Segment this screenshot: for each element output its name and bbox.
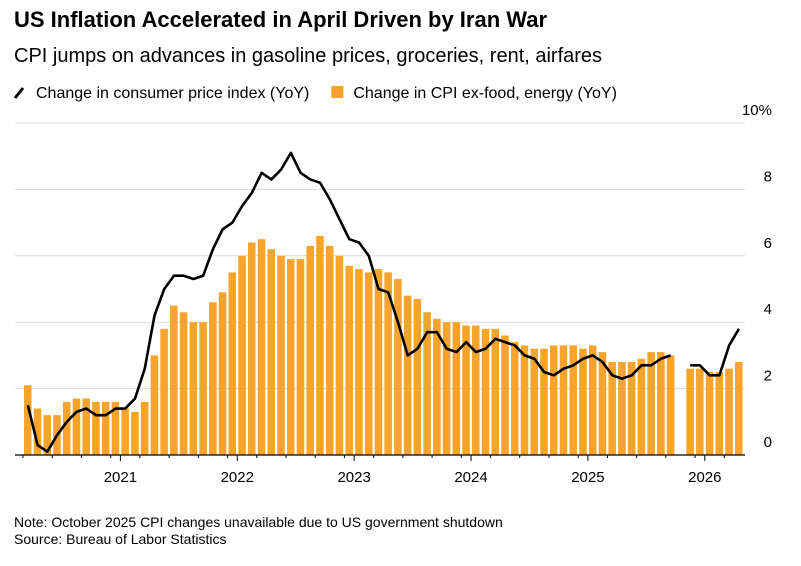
line bbox=[26, 151, 741, 453]
bar bbox=[627, 362, 636, 455]
bar bbox=[238, 255, 246, 455]
bar bbox=[394, 279, 402, 455]
bar bbox=[325, 245, 334, 455]
bar bbox=[267, 249, 276, 455]
y-tick-label: 4 bbox=[764, 301, 772, 318]
bar bbox=[72, 398, 81, 455]
bar bbox=[286, 259, 295, 455]
bar bbox=[131, 411, 139, 455]
bar bbox=[413, 298, 422, 455]
bar bbox=[530, 348, 539, 455]
bar bbox=[92, 401, 100, 455]
bar bbox=[62, 401, 71, 455]
bar bbox=[647, 352, 655, 455]
bar bbox=[618, 362, 626, 455]
legend-label: Change in CPI ex-food, energy (YoY) bbox=[353, 85, 617, 102]
bar bbox=[705, 372, 714, 455]
bar bbox=[384, 272, 392, 455]
bar bbox=[559, 345, 568, 455]
bar bbox=[520, 345, 529, 455]
bar bbox=[598, 352, 607, 455]
bar bbox=[501, 335, 509, 455]
bar bbox=[666, 355, 675, 455]
bar bbox=[43, 415, 52, 455]
legend-line bbox=[13, 87, 25, 99]
y-tick-label: 8 bbox=[764, 168, 772, 185]
bar bbox=[121, 408, 129, 455]
bar bbox=[481, 328, 490, 455]
bar bbox=[101, 401, 110, 455]
bar bbox=[462, 325, 470, 455]
bar bbox=[209, 302, 217, 455]
chart-title: US Inflation Accelerated in April Driven… bbox=[14, 7, 547, 32]
bar bbox=[637, 358, 646, 455]
bar bbox=[549, 345, 558, 455]
bar bbox=[33, 408, 42, 455]
bar bbox=[491, 328, 500, 455]
bar bbox=[140, 401, 149, 455]
legend-swatch bbox=[331, 86, 344, 98]
bar bbox=[472, 325, 480, 455]
bar bbox=[423, 312, 431, 455]
bar bbox=[725, 368, 733, 455]
source: Source: Bureau of Labor Statistics bbox=[14, 531, 226, 547]
y-tick-label: 2 bbox=[764, 368, 772, 385]
bar bbox=[306, 245, 314, 455]
bar bbox=[111, 401, 120, 455]
chart-subtitle: CPI jumps on advances in gasoline prices… bbox=[14, 45, 602, 67]
bar bbox=[248, 242, 256, 455]
bar bbox=[433, 318, 441, 455]
bar bbox=[715, 372, 724, 455]
bar bbox=[335, 255, 344, 455]
x-tick-label: 2026 bbox=[688, 469, 721, 486]
bar bbox=[277, 255, 285, 455]
x-tick-label: 2025 bbox=[571, 469, 604, 486]
bar bbox=[657, 352, 665, 455]
bar bbox=[511, 342, 519, 455]
bar bbox=[579, 348, 587, 455]
bar bbox=[345, 265, 353, 455]
bar bbox=[82, 398, 90, 455]
x-tick-label: 2023 bbox=[337, 469, 370, 486]
bar bbox=[316, 235, 324, 455]
bar bbox=[199, 322, 207, 455]
bar bbox=[24, 385, 32, 455]
bar bbox=[170, 305, 178, 455]
bar bbox=[257, 239, 266, 455]
bar bbox=[150, 355, 159, 455]
bar bbox=[296, 259, 305, 455]
bar bbox=[608, 362, 616, 455]
bar bbox=[374, 269, 383, 455]
x-tick-label: 2022 bbox=[221, 469, 254, 486]
bar bbox=[403, 295, 412, 455]
bar bbox=[588, 345, 597, 455]
bar bbox=[179, 312, 188, 455]
bar bbox=[442, 322, 451, 455]
bar bbox=[452, 322, 461, 455]
y-tick-label: 0 bbox=[764, 434, 772, 451]
bar bbox=[569, 345, 577, 455]
bar bbox=[160, 328, 168, 455]
bar bbox=[735, 362, 743, 455]
y-tick-label: 10% bbox=[742, 102, 772, 119]
bar bbox=[696, 368, 704, 455]
bar bbox=[189, 322, 198, 455]
note: Note: October 2025 CPI changes unavailab… bbox=[14, 514, 503, 530]
bar bbox=[228, 272, 237, 455]
bar bbox=[540, 348, 548, 455]
legend-label: Change in consumer price index (YoY) bbox=[36, 85, 309, 102]
x-tick-label: 2024 bbox=[454, 469, 487, 486]
bar bbox=[686, 368, 694, 455]
bar bbox=[218, 292, 227, 455]
y-tick-label: 6 bbox=[764, 235, 772, 252]
bar bbox=[364, 272, 373, 455]
x-tick-label: 2021 bbox=[104, 469, 137, 486]
bar bbox=[355, 269, 363, 455]
